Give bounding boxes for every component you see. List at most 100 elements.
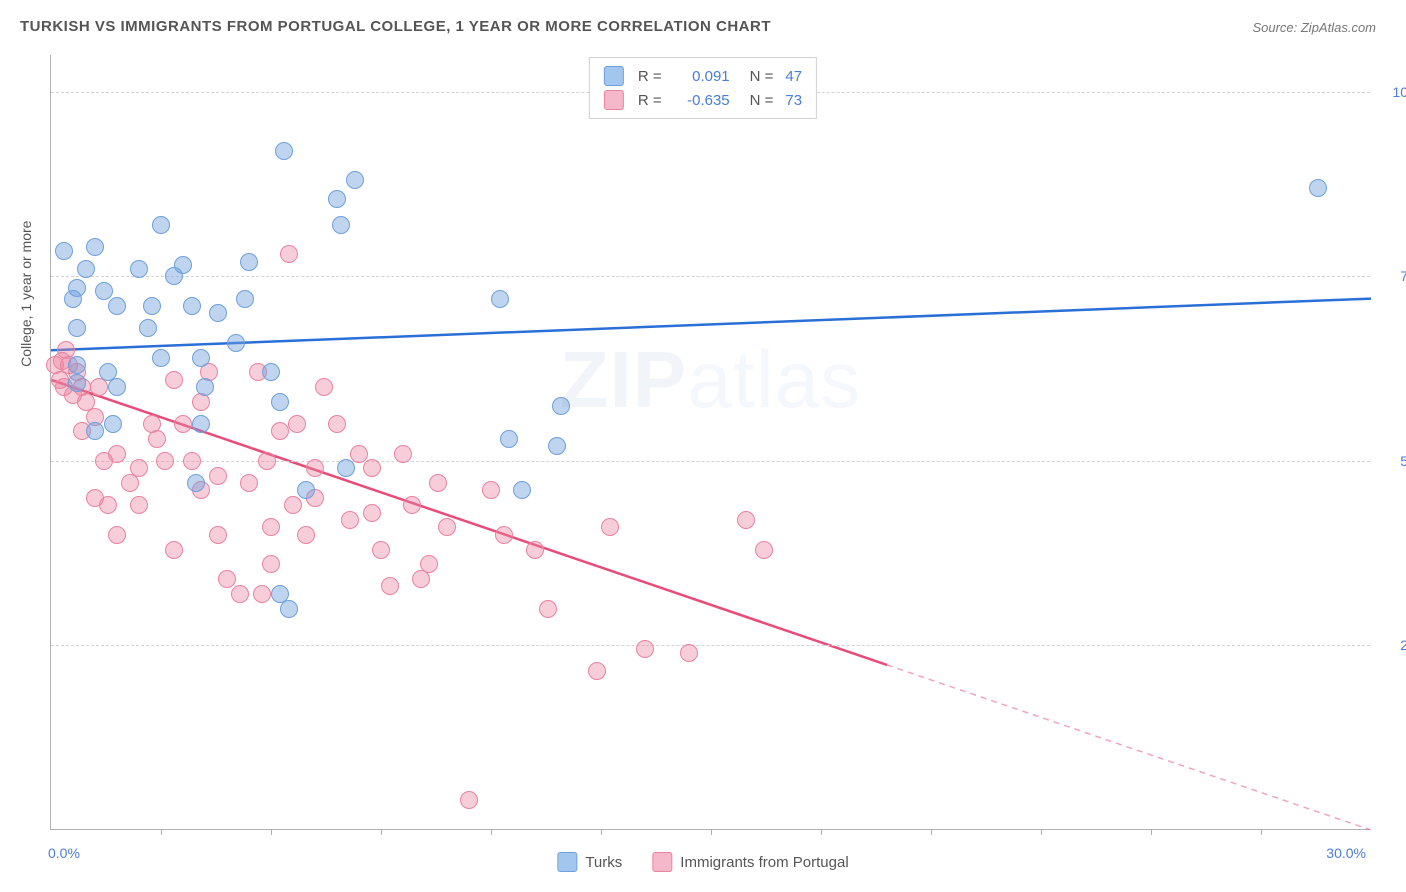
scatter-point-pink [297, 526, 315, 544]
source-attribution: Source: ZipAtlas.com [1252, 20, 1376, 35]
series-label: Turks [585, 854, 622, 871]
scatter-point-pink [495, 526, 513, 544]
scatter-point-blue [262, 363, 280, 381]
scatter-point-pink [280, 245, 298, 263]
scatter-point-pink [588, 662, 606, 680]
scatter-point-pink [429, 474, 447, 492]
scatter-point-pink [258, 452, 276, 470]
correlation-legend: R =0.091N =47R =-0.635N =73 [589, 57, 817, 119]
scatter-point-blue [209, 304, 227, 322]
scatter-point-pink [315, 378, 333, 396]
x-tick [1041, 829, 1042, 835]
scatter-point-pink [460, 791, 478, 809]
scatter-point-pink [350, 445, 368, 463]
scatter-point-pink [209, 526, 227, 544]
y-tick-label: 50.0% [1380, 453, 1406, 469]
scatter-point-blue [346, 171, 364, 189]
scatter-point-blue [1309, 179, 1327, 197]
x-axis-max-label: 30.0% [1326, 845, 1366, 861]
scatter-point-blue [95, 282, 113, 300]
scatter-point-pink [130, 459, 148, 477]
scatter-point-pink [174, 415, 192, 433]
scatter-point-blue [297, 481, 315, 499]
scatter-point-pink [231, 585, 249, 603]
series-legend: Turks Immigrants from Portugal [557, 852, 848, 872]
scatter-point-pink [341, 511, 359, 529]
scatter-point-blue [130, 260, 148, 278]
scatter-point-pink [218, 570, 236, 588]
scatter-point-blue [68, 319, 86, 337]
scatter-point-pink [539, 600, 557, 618]
scatter-point-blue [513, 481, 531, 499]
y-tick-label: 75.0% [1380, 268, 1406, 284]
scatter-point-blue [68, 279, 86, 297]
scatter-point-pink [262, 518, 280, 536]
scatter-point-pink [438, 518, 456, 536]
r-value: -0.635 [670, 92, 730, 109]
scatter-point-blue [68, 374, 86, 392]
scatter-point-blue [196, 378, 214, 396]
gridline [51, 461, 1370, 462]
scatter-point-blue [152, 216, 170, 234]
scatter-point-pink [737, 511, 755, 529]
gridline [51, 645, 1370, 646]
watermark-text: ZIPatlas [560, 334, 861, 426]
y-tick-label: 25.0% [1380, 637, 1406, 653]
scatter-point-blue [143, 297, 161, 315]
x-tick [381, 829, 382, 835]
legend-swatch [604, 66, 624, 86]
x-tick [1261, 829, 1262, 835]
scatter-point-pink [130, 496, 148, 514]
r-label: R = [638, 92, 662, 109]
watermark-bold: ZIP [560, 335, 687, 424]
scatter-point-blue [187, 474, 205, 492]
scatter-point-pink [108, 526, 126, 544]
series-label: Immigrants from Portugal [680, 854, 848, 871]
scatter-point-blue [174, 256, 192, 274]
scatter-point-blue [240, 253, 258, 271]
scatter-point-blue [491, 290, 509, 308]
scatter-point-pink [403, 496, 421, 514]
y-tick-label: 100.0% [1380, 84, 1406, 100]
x-tick [931, 829, 932, 835]
scatter-point-pink [420, 555, 438, 573]
scatter-point-blue [77, 260, 95, 278]
scatter-point-blue [55, 242, 73, 260]
gridline [51, 276, 1370, 277]
scatter-point-pink [636, 640, 654, 658]
scatter-point-pink [526, 541, 544, 559]
scatter-point-pink [99, 496, 117, 514]
scatter-point-pink [108, 445, 126, 463]
scatter-point-blue [152, 349, 170, 367]
r-label: R = [638, 68, 662, 85]
scatter-point-pink [240, 474, 258, 492]
scatter-point-pink [372, 541, 390, 559]
chart-title: TURKISH VS IMMIGRANTS FROM PORTUGAL COLL… [20, 18, 771, 35]
series-legend-item: Immigrants from Portugal [652, 852, 848, 872]
x-axis-min-label: 0.0% [48, 845, 80, 861]
scatter-point-blue [227, 334, 245, 352]
trendline-pink-dashed [887, 665, 1371, 830]
scatter-point-blue [183, 297, 201, 315]
scatter-point-pink [284, 496, 302, 514]
scatter-point-pink [328, 415, 346, 433]
scatter-point-pink [381, 577, 399, 595]
scatter-point-pink [183, 452, 201, 470]
scatter-point-pink [271, 422, 289, 440]
scatter-point-blue [275, 142, 293, 160]
legend-swatch [604, 90, 624, 110]
scatter-point-blue [192, 415, 210, 433]
watermark-light: atlas [687, 335, 861, 424]
scatter-point-pink [601, 518, 619, 536]
scatter-point-pink [482, 481, 500, 499]
series-swatch [652, 852, 672, 872]
scatter-point-blue [548, 437, 566, 455]
scatter-point-blue [108, 378, 126, 396]
scatter-point-pink [165, 541, 183, 559]
x-tick [491, 829, 492, 835]
scatter-point-blue [68, 356, 86, 374]
n-label: N = [750, 68, 774, 85]
scatter-point-pink [156, 452, 174, 470]
n-label: N = [750, 92, 774, 109]
scatter-point-pink [363, 504, 381, 522]
